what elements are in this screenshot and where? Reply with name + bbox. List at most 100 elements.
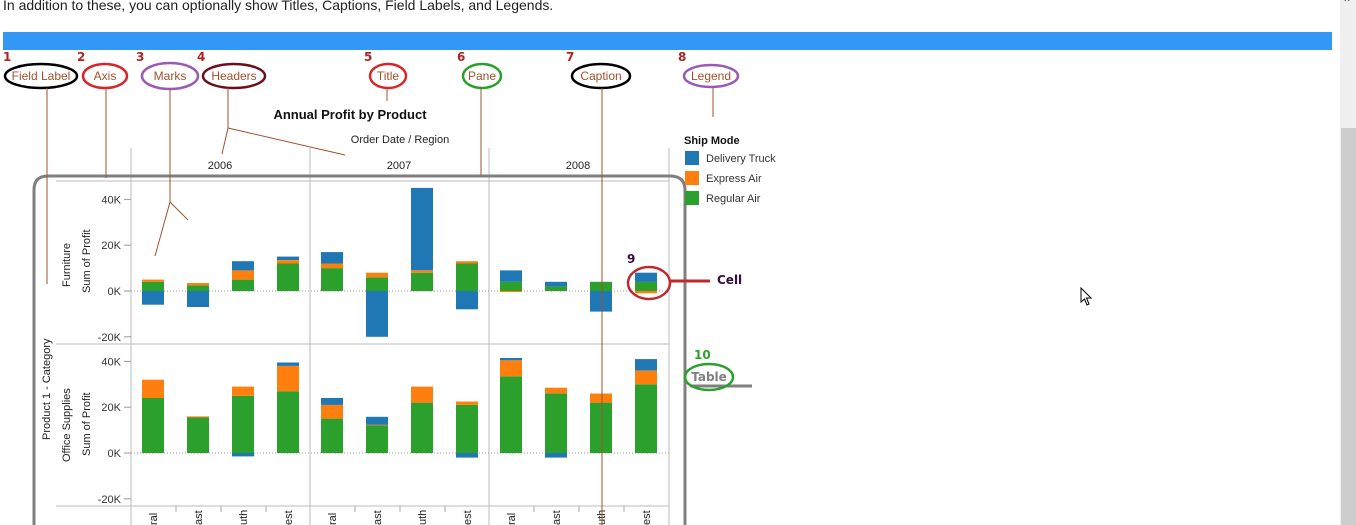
legend: Ship Mode Delivery Truck Express Air Reg… bbox=[684, 135, 776, 205]
callout-oval-headers bbox=[201, 62, 267, 90]
x-axis-labels: ral ast uth est ral ast uth est ral ast uth est bbox=[148, 506, 653, 525]
accent-bar bbox=[3, 32, 1332, 50]
legend-item-regular-air: Regular Air bbox=[706, 193, 761, 205]
legend-swatch-delivery-truck bbox=[685, 151, 699, 165]
callout-oval-axis bbox=[81, 62, 129, 90]
y-tick-label: 40K bbox=[101, 356, 121, 368]
bar-segment-delivery-truck bbox=[277, 362, 299, 366]
y-tick-label: 0K bbox=[108, 448, 122, 460]
bar-segment-express-air bbox=[411, 270, 433, 273]
bar-segment-regular-air bbox=[142, 281, 164, 291]
bar-segment-delivery-truck bbox=[635, 359, 657, 371]
x-region-label: uth bbox=[238, 510, 250, 525]
callout-label-field-label: Field Label bbox=[12, 69, 71, 83]
bar-segment-regular-air bbox=[545, 286, 567, 291]
x-region-label: ast bbox=[372, 510, 384, 525]
legend-item-delivery-truck: Delivery Truck bbox=[706, 153, 776, 165]
bar-segment-delivery-truck bbox=[545, 281, 567, 287]
callout-number: 4 bbox=[197, 50, 205, 64]
callout-label-axis: Axis bbox=[94, 69, 117, 83]
x-region-label: ast bbox=[551, 510, 563, 525]
y-tick-label: -20K bbox=[98, 332, 122, 344]
callout-oval-pane bbox=[461, 62, 503, 90]
callout-label-headers: Headers bbox=[211, 69, 256, 83]
bar-segment-regular-air bbox=[232, 395, 254, 454]
legend-swatch-regular-air bbox=[685, 191, 699, 205]
bar-segment-express-air bbox=[142, 379, 164, 398]
bar-segment-delivery-truck bbox=[321, 398, 343, 405]
y-tick-label: 20K bbox=[101, 402, 121, 414]
chart-marks bbox=[142, 187, 657, 458]
bar-segment-regular-air bbox=[456, 263, 478, 291]
bar-segment-delivery-truck bbox=[456, 291, 478, 310]
bar-segment-express-air bbox=[321, 404, 343, 419]
callout-oval-title bbox=[368, 62, 408, 90]
intro-text: In addition to these, you can optionally… bbox=[3, 0, 554, 13]
vertical-scrollbar[interactable]: ⌃ bbox=[1340, 0, 1356, 525]
bar-segment-regular-air bbox=[142, 398, 164, 453]
bar-segment-delivery-truck bbox=[142, 291, 164, 305]
bar-segment-express-air bbox=[187, 416, 209, 418]
bar-segment-delivery-truck bbox=[277, 256, 299, 260]
bar-segment-delivery-truck bbox=[232, 453, 254, 457]
x-region-label: est bbox=[641, 510, 653, 525]
scrollbar-thumb[interactable] bbox=[1341, 128, 1356, 525]
bar-segment-express-air bbox=[456, 401, 478, 405]
bar-segment-regular-air bbox=[500, 376, 522, 453]
callout-number: 1 bbox=[3, 50, 11, 64]
bar-segment-delivery-truck bbox=[187, 291, 209, 307]
callout-label-caption: Caption bbox=[580, 69, 621, 83]
row-field-label: Product 1 - Category bbox=[41, 338, 53, 440]
x-region-label: est bbox=[283, 510, 295, 525]
bar-segment-express-air bbox=[187, 283, 209, 286]
bar-segment-express-air bbox=[635, 370, 657, 385]
bar-segment-delivery-truck bbox=[635, 272, 657, 282]
x-region-label: est bbox=[462, 510, 474, 525]
row-header-office-supplies: Office Supplies bbox=[61, 388, 73, 462]
callout-oval-caption bbox=[570, 62, 632, 90]
bar-segment-regular-air bbox=[366, 425, 388, 453]
callout-oval-field-label bbox=[3, 62, 79, 90]
bar-segment-delivery-truck bbox=[411, 187, 433, 271]
x-region-label: ral bbox=[148, 513, 160, 525]
bar-segment-regular-air bbox=[456, 404, 478, 453]
bar-segment-express-air bbox=[366, 272, 388, 278]
bar-segment-regular-air bbox=[232, 279, 254, 291]
year-header-2007: 2007 bbox=[387, 160, 411, 172]
bar-segment-regular-air bbox=[187, 285, 209, 291]
callout-number: 3 bbox=[136, 50, 144, 64]
bar-segment-express-air bbox=[500, 360, 522, 377]
year-header-2006: 2006 bbox=[208, 160, 232, 172]
callout-number: 5 bbox=[364, 50, 372, 64]
legend-item-express-air: Express Air bbox=[706, 173, 762, 185]
bar-segment-regular-air bbox=[635, 281, 657, 291]
x-region-label: uth bbox=[417, 510, 429, 525]
bar-segment-express-air bbox=[411, 386, 433, 403]
bar-segment-regular-air bbox=[277, 391, 299, 453]
mouse-cursor-icon bbox=[1080, 287, 1093, 306]
table-frame bbox=[32, 174, 687, 525]
bar-segment-regular-air bbox=[277, 263, 299, 291]
bar-segment-regular-air bbox=[590, 281, 612, 291]
callout-leader-lines bbox=[46, 88, 714, 525]
bar-segment-express-air bbox=[590, 393, 612, 403]
bar-segment-delivery-truck bbox=[590, 291, 612, 312]
cell-callout-label: Cell bbox=[717, 273, 742, 287]
year-header-2008: 2008 bbox=[566, 160, 590, 172]
bar-segment-regular-air bbox=[411, 402, 433, 453]
axis-label-furniture: Sum of Profit bbox=[81, 229, 93, 293]
bar-segment-regular-air bbox=[366, 277, 388, 291]
callout-label-marks: Marks bbox=[154, 69, 187, 83]
cell-callout-oval bbox=[626, 265, 672, 301]
bar-segment-express-air bbox=[366, 424, 388, 426]
bar-segment-delivery-truck bbox=[500, 358, 522, 361]
bar-segment-delivery-truck bbox=[545, 453, 567, 458]
bar-segment-express-air bbox=[232, 270, 254, 280]
callout-label-pane: Pane bbox=[468, 69, 496, 83]
bar-segment-express-air bbox=[545, 387, 567, 394]
bar-segment-express-air bbox=[277, 260, 299, 264]
scroll-up-icon[interactable]: ⌃ bbox=[1342, 0, 1353, 10]
y-axis-ticks: 40K 20K 0K -20K 40K 20K 0K -20K bbox=[98, 194, 131, 506]
